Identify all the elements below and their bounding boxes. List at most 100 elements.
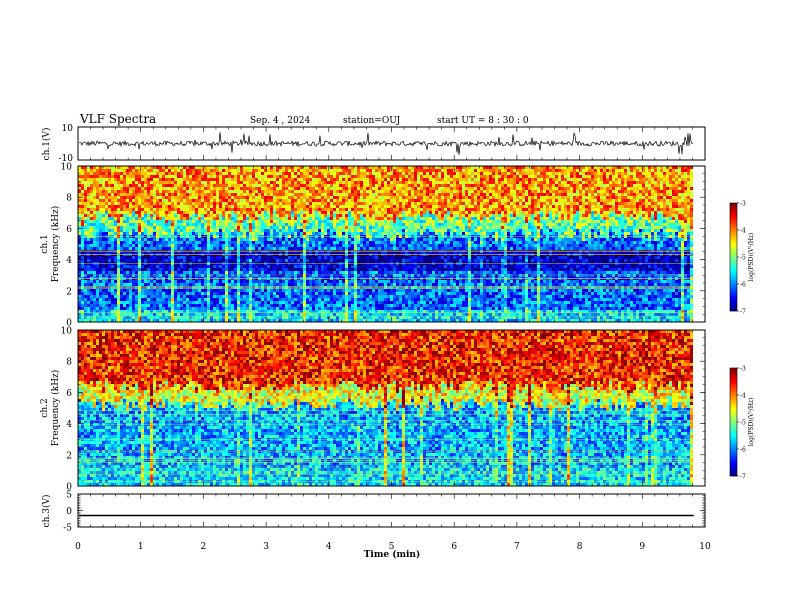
spectrogram-cell xyxy=(129,208,132,211)
spectrogram-cell xyxy=(303,304,306,307)
spectrogram-cell xyxy=(312,217,315,220)
spectrogram-cell xyxy=(87,193,90,196)
spectrogram-cell xyxy=(351,172,354,175)
spectrogram-cell xyxy=(246,199,249,202)
spectrogram-cell xyxy=(105,316,108,319)
spectrogram-cell xyxy=(279,169,282,172)
spectrogram-cell xyxy=(306,307,309,310)
spectrogram-cell xyxy=(240,265,243,268)
spectrogram-cell xyxy=(363,283,366,286)
spectrogram-cell xyxy=(192,256,195,259)
spectrogram-cell xyxy=(162,292,165,295)
spectrogram-cell xyxy=(285,169,288,172)
spectrogram-cell xyxy=(111,292,114,295)
spectrogram-cell xyxy=(291,280,294,283)
spectrogram-cell xyxy=(138,181,141,184)
spectrogram-cell xyxy=(333,301,336,304)
spectrogram-cell xyxy=(144,199,147,202)
spectrogram-cell xyxy=(363,214,366,217)
spectrogram-cell xyxy=(165,313,168,316)
spectrogram-cell xyxy=(123,214,126,217)
spectrogram-cell xyxy=(99,301,102,304)
spectrogram-cell xyxy=(315,268,318,271)
spectrogram-cell xyxy=(240,193,243,196)
spectrogram-cell xyxy=(114,301,117,304)
spectrogram-cell xyxy=(282,307,285,310)
spectrogram-cell xyxy=(282,202,285,205)
spectrogram-cell xyxy=(288,205,291,208)
spectrogram-cell xyxy=(99,220,102,223)
spectrogram-cell xyxy=(81,175,84,178)
spectrogram-cell xyxy=(174,238,177,241)
spectrogram-cell xyxy=(102,217,105,220)
spectrogram-cell xyxy=(123,196,126,199)
spectrogram-cell xyxy=(312,208,315,211)
spectrogram-cell xyxy=(297,211,300,214)
spectrogram-cell xyxy=(159,247,162,250)
spectrogram-cell xyxy=(342,187,345,190)
spectrogram-cell xyxy=(204,256,207,259)
spectrogram-cell xyxy=(264,178,267,181)
spectrogram-cell xyxy=(147,268,150,271)
spectrogram-cell xyxy=(150,241,153,244)
spectrogram-cell xyxy=(270,247,273,250)
spectrogram-cell xyxy=(141,268,144,271)
spectrogram-cell xyxy=(198,289,201,292)
spectrogram-cell xyxy=(354,226,357,229)
spectrogram-cell xyxy=(321,271,324,274)
spectrogram-cell xyxy=(213,313,216,316)
spectrogram-cell xyxy=(294,220,297,223)
spectrogram-cell xyxy=(126,310,129,313)
spectrogram-cell xyxy=(81,298,84,301)
spectrogram-cell xyxy=(243,193,246,196)
spectrogram-cell xyxy=(222,205,225,208)
spectrogram-cell xyxy=(129,193,132,196)
spectrogram-cell xyxy=(162,268,165,271)
spectrogram-cell xyxy=(108,298,111,301)
spectrogram-cell xyxy=(282,169,285,172)
spectrogram-cell xyxy=(195,292,198,295)
spectrogram-cell xyxy=(180,310,183,313)
spectrogram-cell xyxy=(237,202,240,205)
spectrogram-cell xyxy=(300,202,303,205)
spectrogram-cell xyxy=(357,223,360,226)
spectrogram-cell xyxy=(195,214,198,217)
spectrogram-cell xyxy=(210,190,213,193)
spectrogram-cell xyxy=(321,232,324,235)
spectrogram-cell xyxy=(330,229,333,232)
spectrogram-cell xyxy=(177,241,180,244)
spectrogram-cell xyxy=(222,229,225,232)
spectrogram-cell xyxy=(189,298,192,301)
spectrogram-cell xyxy=(297,283,300,286)
spectrogram-cell xyxy=(294,298,297,301)
spectrogram-cell xyxy=(168,178,171,181)
spectrogram-cell xyxy=(117,265,120,268)
spectrogram-cell xyxy=(360,319,363,322)
spectrogram-cell xyxy=(285,175,288,178)
spectrogram-cell xyxy=(84,175,87,178)
spectrogram-cell xyxy=(339,238,342,241)
spectrogram-cell xyxy=(351,223,354,226)
spectrogram-cell xyxy=(141,172,144,175)
spectrogram-cell xyxy=(165,223,168,226)
spectrogram-cell xyxy=(312,265,315,268)
spectrogram-cell xyxy=(129,319,132,322)
spectrogram-cell xyxy=(261,292,264,295)
spectrogram-cell xyxy=(213,208,216,211)
spectrogram-cell xyxy=(138,280,141,283)
spectrogram-cell xyxy=(129,268,132,271)
spectrogram-cell xyxy=(294,292,297,295)
spectrogram-cell xyxy=(324,265,327,268)
spectrogram-cell xyxy=(201,217,204,220)
spectrogram-cell xyxy=(312,211,315,214)
spectrogram-cell xyxy=(87,226,90,229)
spectrogram-cell xyxy=(237,166,240,169)
spectrogram-cell xyxy=(87,220,90,223)
spectrogram-cell xyxy=(186,196,189,199)
spectrogram-cell xyxy=(249,166,252,169)
spectrogram-cell xyxy=(294,223,297,226)
spectrogram-cell xyxy=(150,199,153,202)
spectrogram-cell xyxy=(342,310,345,313)
spectrogram-cell xyxy=(309,244,312,247)
spectrogram-cell xyxy=(300,169,303,172)
